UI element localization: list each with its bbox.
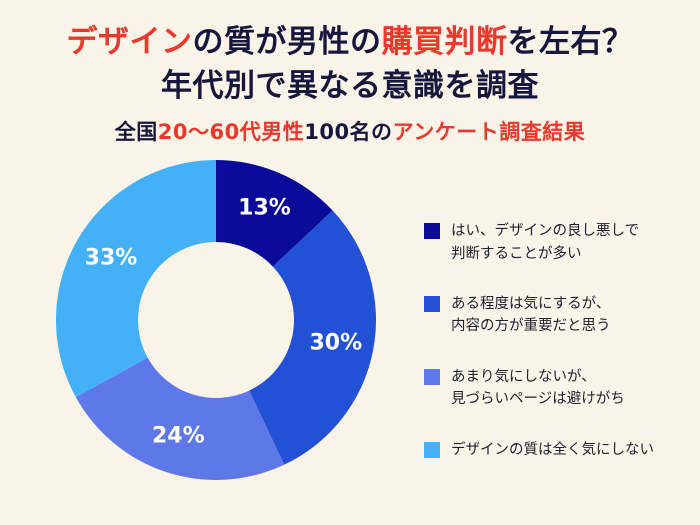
legend-item-1: はい、デザインの良し悪しで 判断することが多い (424, 220, 654, 265)
donut-slice-4 (55, 160, 216, 398)
title-line-1: デザインの質が男性の購買判断を左右？ (0, 20, 700, 64)
slice-label-2: 30% (309, 330, 362, 355)
slice-label-3: 24% (152, 424, 205, 449)
legend-item-3: あまり気にしないが、 見づらいページは避けがち (424, 366, 654, 411)
legend-label-4: デザインの質は全く気にしない (451, 441, 654, 458)
donut-chart: 13% 30% 24% 33% (46, 150, 386, 490)
slice-label-4: 33% (85, 245, 138, 270)
title-highlight-purchase: 購買判断 (381, 24, 508, 60)
title-line-2: 年代別で異なる意識を調査 (161, 68, 539, 105)
donut-slice-1 (216, 160, 333, 267)
legend-label-2: ある程度は気にするが、 内容の方が重要だと思う (451, 295, 611, 335)
title-text-2: を左右？ (507, 24, 634, 60)
subtitle-highlight-demographic: 20〜60代男性 (157, 120, 305, 145)
subtitle: 全国20〜60代男性100名のアンケート調査結果 (0, 116, 700, 146)
legend-label-1: はい、デザインの良し悪しで 判断することが多い (451, 223, 640, 262)
subtitle-text-1: 全国 (114, 120, 158, 145)
legend-item-2: ある程度は気にするが、 内容の方が重要だと思う (424, 293, 654, 338)
legend-swatch-3 (424, 368, 440, 385)
subtitle-highlight-survey: アンケート調査結果 (392, 120, 586, 145)
legend: はい、デザインの良し悪しで 判断することが多い ある程度は気にするが、 内容の方… (424, 150, 654, 461)
legend-label-3: あまり気にしないが、 見づらいページは避けがち (451, 368, 625, 408)
legend-swatch-4 (424, 441, 440, 458)
header: デザインの質が男性の購買判断を左右？ 年代別で異なる意識を調査 全国20〜60代… (0, 0, 700, 146)
legend-swatch-2 (424, 295, 440, 312)
slice-label-1: 13% (238, 196, 291, 221)
content: 13% 30% 24% 33% はい、デザインの良し悪しで 判断することが多い ある程… (0, 150, 700, 490)
legend-swatch-1 (424, 223, 440, 240)
subtitle-text-2: 100名の (304, 120, 393, 145)
donut-slice-3 (75, 357, 285, 481)
legend-item-4: デザインの質は全く気にしない (424, 439, 654, 461)
donut-slice-2 (249, 210, 376, 465)
title-text-1: の質が男性の (192, 24, 382, 60)
title-highlight-design: デザイン (66, 24, 193, 60)
donut-chart-svg: 13% 30% 24% 33% (55, 160, 376, 481)
